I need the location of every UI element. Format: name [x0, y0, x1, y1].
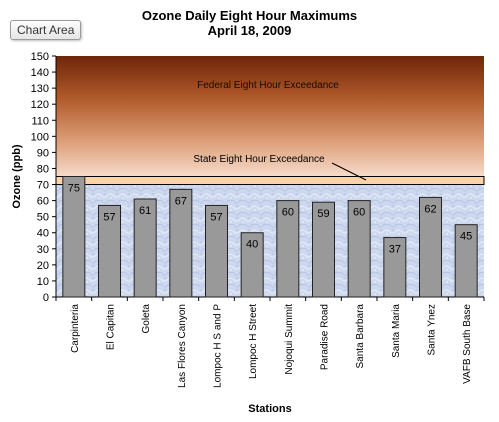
bar-value-label-9: 37	[389, 244, 401, 256]
chart-area-button[interactable]: Chart Area	[10, 20, 82, 40]
state-band-leader-line	[331, 162, 367, 181]
y-tick-label: 150	[31, 51, 49, 63]
bar-5	[240, 232, 264, 298]
x-category-label-9: Santa Maria	[391, 304, 402, 358]
federal-band-label: Federal Eight Hour Exceedance	[197, 80, 339, 91]
bar-value-label-4: 57	[210, 211, 222, 223]
bar-0	[62, 176, 86, 298]
bar-value-label-8: 60	[353, 207, 365, 219]
federal-exceedance-band	[56, 56, 484, 177]
state-band-label: State Eight Hour Exceedance	[193, 154, 325, 165]
state-exceedance-band	[55, 176, 485, 186]
chart-subtitle: April 18, 2009	[207, 23, 292, 38]
bar-9	[383, 237, 407, 298]
x-category-label-4: Lompoc H S and P	[213, 304, 224, 388]
y-tick-label: 110	[31, 115, 49, 127]
bar-7	[312, 201, 335, 298]
y-tick-label: 50	[37, 212, 49, 224]
x-category-label-2: Goleta	[141, 304, 152, 334]
y-tick-label: 70	[37, 180, 49, 192]
y-tick-label: 130	[31, 83, 49, 95]
y-tick-label: 60	[37, 196, 49, 208]
bar-3	[169, 188, 193, 298]
bar-11	[454, 224, 478, 298]
bar-value-label-7: 59	[317, 208, 329, 220]
bar-2	[133, 198, 157, 298]
y-tick-label: 20	[37, 260, 49, 272]
bar-1	[98, 204, 121, 298]
x-category-label-6: Nojoqui Summit	[284, 304, 295, 375]
x-category-label-5: Lompoc H Street	[248, 304, 259, 379]
y-tick-label: 80	[37, 163, 49, 175]
y-axis-title: Ozone (ppb)	[11, 144, 23, 208]
x-category-label-7: Paradise Road	[320, 304, 331, 370]
bar-value-label-2: 61	[139, 205, 151, 217]
y-tick-label: 40	[37, 228, 49, 240]
bar-value-label-3: 67	[175, 195, 187, 207]
x-category-label-1: El Capitan	[106, 304, 117, 350]
bar-value-label-6: 60	[282, 207, 294, 219]
y-tick-label: 90	[37, 147, 49, 159]
x-category-label-11: VAFB South Base	[462, 304, 473, 384]
x-category-label-10: Santa Ynez	[427, 304, 438, 356]
bar-10	[419, 196, 442, 298]
bar-value-label-11: 45	[460, 231, 472, 243]
bar-6	[276, 200, 300, 298]
y-tick-label: 10	[37, 276, 49, 288]
x-category-label-0: Carpinteria	[70, 304, 81, 353]
bar-value-label-1: 57	[103, 211, 115, 223]
x-category-label-8: Santa Barbara	[355, 304, 366, 369]
y-tick-label: 100	[31, 131, 49, 143]
y-tick-label: 0	[43, 292, 49, 304]
bar-8	[347, 200, 371, 298]
bar-value-label-0: 75	[68, 183, 80, 195]
y-tick-label: 140	[31, 67, 49, 79]
x-category-label-3: Las Flores Canyon	[177, 304, 188, 388]
y-tick-label: 120	[31, 99, 49, 111]
y-tick-label: 30	[37, 244, 49, 256]
bar-value-label-5: 40	[246, 239, 258, 251]
chart-title: Ozone Daily Eight Hour Maximums	[141, 8, 358, 23]
x-axis-title: Stations	[248, 403, 291, 415]
bar-4	[205, 204, 228, 298]
bar-value-label-10: 62	[424, 203, 436, 215]
